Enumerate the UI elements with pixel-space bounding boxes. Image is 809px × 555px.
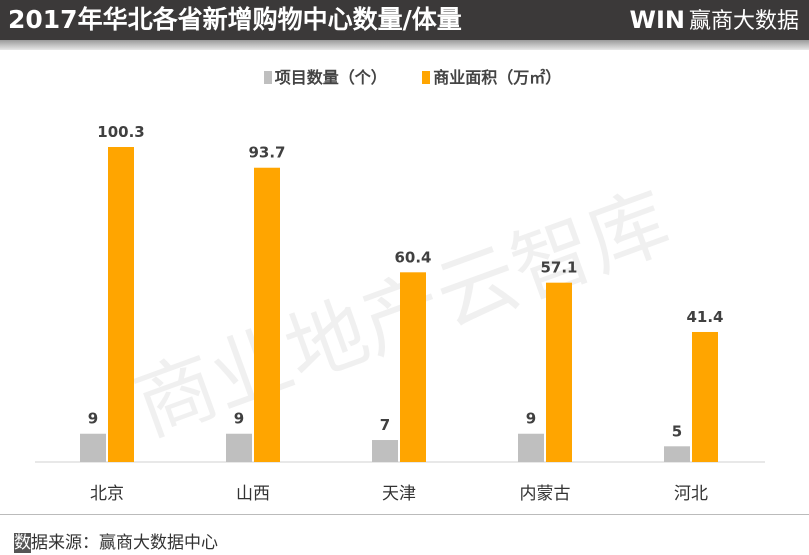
bar-area	[254, 167, 280, 462]
data-label: 100.3	[97, 123, 144, 141]
bar-area	[692, 331, 718, 462]
legend: 项目数量（个） 商业面积（万㎡）	[0, 64, 809, 88]
data-label: 9	[526, 410, 536, 428]
data-label: 9	[234, 410, 244, 428]
bar-area	[546, 282, 572, 462]
data-label: 5	[672, 422, 682, 440]
bar-area	[400, 272, 426, 462]
data-label: 60.4	[394, 248, 431, 266]
bar-count	[372, 440, 398, 462]
legend-label-area: 商业面积（万㎡）	[433, 68, 562, 87]
category-label: 天津	[382, 484, 416, 504]
bar-count	[80, 433, 106, 462]
page-title: 2017年华北各省新增购物中心数量/体量	[8, 5, 462, 34]
logo: WIN 赢商大数据	[629, 5, 799, 37]
data-label: 41.4	[686, 308, 723, 326]
logo-mark: WIN	[629, 6, 685, 34]
logo-text: 赢商大数据	[688, 9, 799, 34]
title-shadow	[0, 40, 809, 50]
data-label: 93.7	[248, 144, 285, 162]
footer-divider	[0, 514, 809, 515]
legend-label-count: 项目数量（个）	[274, 68, 387, 87]
bar-area	[108, 147, 134, 462]
category-label: 山西	[236, 484, 270, 504]
legend-swatch-area	[422, 71, 431, 84]
source-highlight: 数	[14, 533, 31, 553]
bar-count	[226, 433, 252, 462]
title-bar: 2017年华北各省新增购物中心数量/体量 WIN 赢商大数据	[0, 0, 809, 40]
bar-count	[664, 446, 690, 462]
category-label: 北京	[90, 484, 124, 504]
category-label: 内蒙古	[520, 484, 571, 504]
source-text: 据来源：赢商大数据中心	[31, 533, 218, 553]
category-label: 河北	[674, 484, 708, 504]
source-note: 数据来源：赢商大数据中心	[14, 528, 218, 553]
legend-swatch-count	[263, 71, 272, 84]
data-label: 9	[88, 410, 98, 428]
bar-count	[518, 433, 544, 462]
data-label: 7	[380, 416, 390, 434]
data-label: 57.1	[540, 259, 577, 277]
